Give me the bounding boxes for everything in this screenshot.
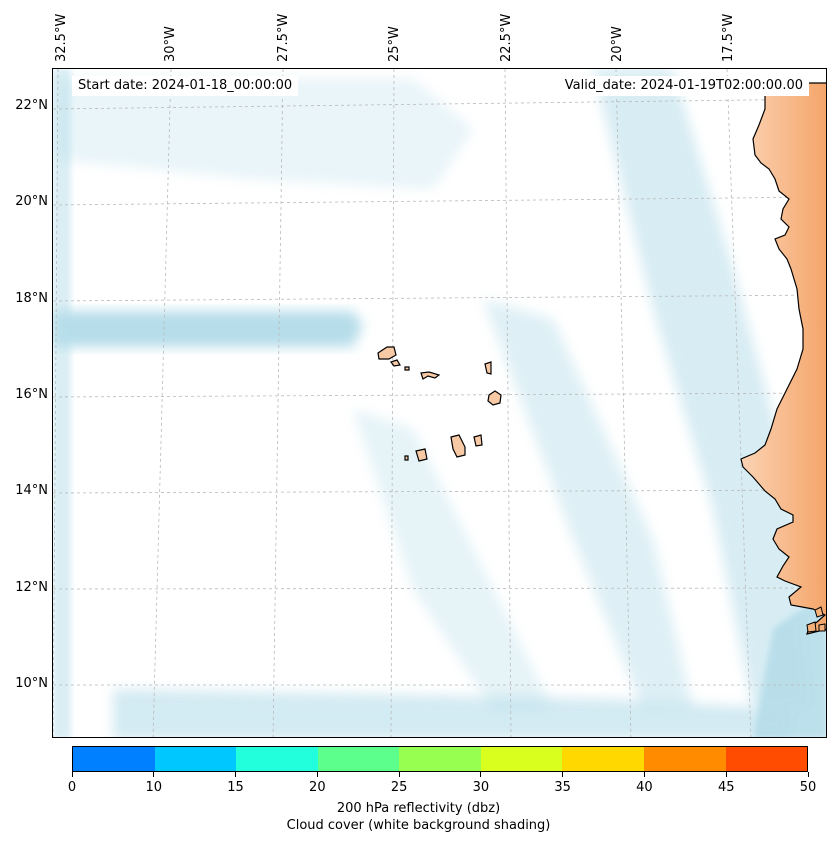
colorbar-tick bbox=[807, 772, 809, 777]
colorbar-segment bbox=[154, 747, 237, 771]
map-svg bbox=[53, 69, 826, 737]
colorbar-tick bbox=[316, 772, 318, 777]
colorbar-segment bbox=[317, 747, 400, 771]
lat-label-20n: 20°N bbox=[15, 194, 48, 209]
colorbar-tick-label: 15 bbox=[227, 780, 244, 795]
colorbar-segment bbox=[399, 747, 481, 771]
colorbar-tick-label: 35 bbox=[554, 780, 571, 795]
colorbar-tick bbox=[398, 772, 400, 777]
cloud-streak-diagonal-1 bbox=[593, 69, 813, 709]
colorbar-tick-label: 45 bbox=[717, 780, 735, 795]
gridlines bbox=[53, 69, 826, 737]
africa-landmass bbox=[740, 82, 826, 635]
island-santiago bbox=[450, 434, 466, 458]
colorbar-segment bbox=[480, 747, 563, 771]
island-sao-vicente bbox=[390, 359, 401, 367]
cloud-cover-layer bbox=[53, 69, 826, 737]
colorbar-sublabel: Cloud cover (white background shading) bbox=[286, 818, 551, 833]
colorbar-tick-label: 20 bbox=[309, 780, 326, 795]
cloud-band-south bbox=[113, 689, 793, 737]
colorbar-tick-label: 10 bbox=[145, 780, 163, 795]
valid-date-label: Valid_date: 2024-01-19T02:00:00.00 bbox=[558, 76, 809, 96]
start-date-label: Start date: 2024-01-18_00:00:00 bbox=[72, 76, 299, 96]
colorbar-tick bbox=[643, 772, 645, 777]
lon-label-30w: 30°W bbox=[163, 26, 178, 62]
lat-label-12n: 12°N bbox=[15, 580, 48, 595]
lon-label-17-5w: 17.5°W bbox=[721, 13, 736, 62]
bijagos-islands bbox=[806, 606, 826, 633]
lon-label-32-5w: 32.5°W bbox=[54, 13, 69, 62]
lon-label-25w: 25°W bbox=[387, 26, 402, 62]
colorbar-tick bbox=[725, 772, 727, 777]
colorbar-tick bbox=[480, 772, 482, 777]
lat-label-22n: 22°N bbox=[15, 98, 48, 113]
island-santo-antao bbox=[377, 346, 397, 360]
colorbar-tick bbox=[71, 772, 73, 777]
map-canvas[interactable] bbox=[52, 68, 827, 738]
island-sao-nicolau bbox=[420, 371, 441, 380]
lat-label-10n: 10°N bbox=[15, 676, 48, 691]
colorbar-tick-label: 25 bbox=[390, 780, 408, 795]
island-boa-vista bbox=[487, 390, 502, 406]
colorbar-segment bbox=[236, 747, 318, 771]
island-santa-luzia bbox=[404, 366, 410, 371]
lat-label-14n: 14°N bbox=[15, 483, 48, 498]
colorbar-tick bbox=[153, 772, 155, 777]
cape-verde-islands bbox=[377, 346, 502, 462]
colorbar-segment bbox=[643, 747, 726, 771]
lon-label-22-5w: 22.5°W bbox=[499, 13, 514, 62]
island-maio bbox=[473, 434, 483, 447]
colorbar-segment bbox=[73, 747, 155, 771]
cloud-streak-diagonal-2 bbox=[483, 299, 693, 709]
colorbar-segment bbox=[725, 747, 808, 771]
colorbar-tick bbox=[562, 772, 564, 777]
cloud-band-west-east bbox=[53, 311, 363, 347]
cloud-streak-diagonal-3 bbox=[353, 409, 553, 709]
island-brava bbox=[404, 455, 409, 461]
cloud-patch-north bbox=[53, 79, 473, 189]
colorbar-tick-label: 0 bbox=[67, 780, 77, 795]
colorbar-tick-label: 40 bbox=[636, 780, 653, 795]
colorbar-label: 200 hPa reflectivity (dbz) bbox=[336, 801, 501, 816]
lat-label-18n: 18°N bbox=[15, 291, 48, 306]
island-sal bbox=[484, 361, 492, 375]
colorbar-tick bbox=[235, 772, 237, 777]
colorbar bbox=[72, 746, 808, 772]
colorbar-segment bbox=[562, 747, 644, 771]
colorbar-tick-label: 50 bbox=[799, 780, 817, 795]
lon-label-27-5w: 27.5°W bbox=[276, 13, 291, 62]
island-fogo bbox=[415, 448, 428, 462]
lon-label-20w: 20°W bbox=[610, 26, 625, 62]
colorbar-tick-label: 30 bbox=[472, 780, 490, 795]
cloud-edge-west bbox=[53, 69, 71, 737]
lat-label-16n: 16°N bbox=[15, 387, 48, 402]
